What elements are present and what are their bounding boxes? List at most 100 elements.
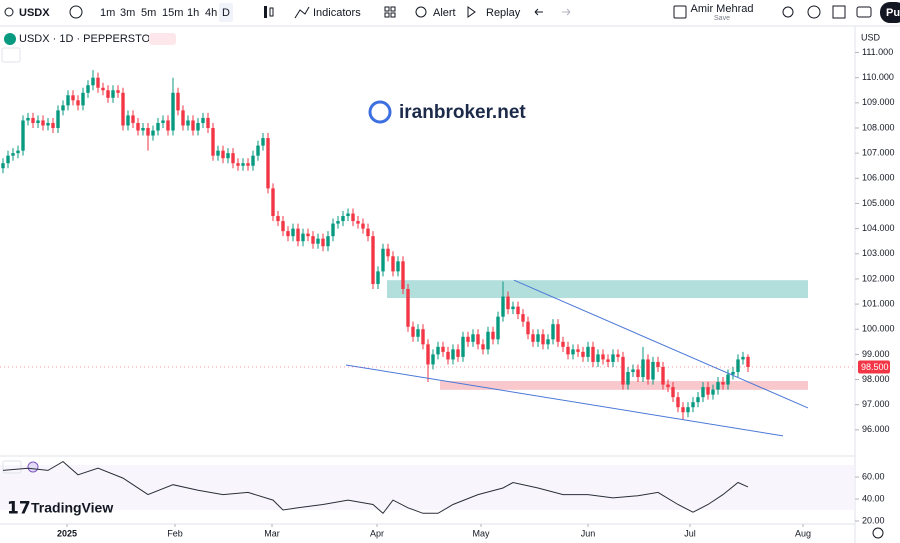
layout-name[interactable]: Amir Mehrad (691, 3, 754, 15)
candle-body (1, 163, 5, 169)
search-icon[interactable] (782, 6, 794, 18)
interval[interactable]: 4h (205, 7, 217, 19)
candle-body (406, 288, 410, 327)
candle-body (491, 331, 495, 340)
candle-body (356, 221, 360, 224)
candle-body (636, 369, 640, 378)
x-tick-label: Apr (370, 528, 384, 538)
chart-title: USDX · 1D · PEPPERSTONE (19, 33, 166, 45)
candle-body (446, 351, 450, 360)
candle-body (686, 407, 690, 413)
replay-icon (467, 6, 476, 18)
candle-body (36, 120, 40, 123)
x-tick-label: Mar (264, 528, 280, 538)
candle-body (51, 122, 55, 129)
collapse-legend[interactable] (1, 47, 21, 63)
y-tick-label: 107.000 (862, 148, 895, 158)
indicator-icon[interactable] (27, 461, 39, 473)
candle-body (741, 356, 745, 360)
candle-body (561, 341, 565, 347)
y-tick-label: 102.000 (862, 273, 895, 283)
candle-body (696, 397, 700, 403)
alert-button[interactable]: Alert (433, 7, 456, 19)
candle-body (681, 407, 685, 413)
candle-body (436, 346, 440, 355)
snapshot-icon[interactable] (856, 6, 872, 18)
chart-type-icon (269, 7, 274, 17)
candle-body (251, 155, 255, 166)
publish-button[interactable] (880, 2, 900, 23)
interval[interactable]: 15m (162, 7, 183, 19)
x-tick-label: Feb (167, 528, 183, 538)
layouts-icon (384, 12, 390, 18)
candle-body (141, 128, 145, 131)
layouts-icon (390, 12, 396, 18)
candle-body (541, 334, 545, 345)
toolbar: USDX 1m 3m 5m 15m 1h 4h D Indicators Ale… (0, 2, 900, 27)
candle-body (586, 346, 590, 357)
settings-icon[interactable] (807, 5, 821, 19)
indicators-button[interactable]: Indicators (313, 7, 361, 19)
symbol-logo (4, 33, 16, 45)
interval[interactable]: 3m (120, 7, 135, 19)
candle-body (326, 236, 330, 247)
watermark-logo (368, 100, 392, 124)
candle-body (381, 248, 385, 272)
candle-body (171, 92, 175, 131)
x-tick-label: May (472, 528, 490, 538)
interval[interactable]: D (222, 7, 230, 19)
publish-label[interactable]: Pu (886, 7, 900, 19)
candle-body (241, 163, 245, 166)
candle-body (291, 228, 295, 237)
candle-body (321, 238, 325, 247)
candle-body (161, 120, 165, 123)
symbol[interactable]: USDX (19, 7, 50, 19)
pane-collapse[interactable] (2, 460, 22, 474)
y-tick-label: 100.000 (862, 324, 895, 334)
candle-body (56, 110, 60, 129)
candle-body (626, 371, 630, 385)
redo[interactable] (562, 8, 571, 16)
add-symbol[interactable] (69, 5, 83, 19)
undo[interactable] (534, 8, 543, 16)
candle-body (391, 256, 395, 272)
y-axis-label: USD (861, 32, 881, 42)
candle-body (431, 354, 435, 365)
save-status[interactable]: Save (714, 15, 730, 22)
y-tick-label: 110.000 (862, 72, 894, 82)
interval[interactable]: 1h (187, 7, 199, 19)
candle-body (121, 92, 125, 126)
y-tick-label: 104.000 (862, 223, 895, 233)
candle-body (271, 188, 275, 217)
interval[interactable]: 1m (100, 7, 115, 19)
candle-body (621, 356, 625, 385)
candle-body (726, 374, 730, 385)
candle-body (6, 155, 10, 164)
candle-body (671, 387, 675, 398)
candle-body (26, 117, 30, 121)
candle-body (246, 163, 250, 166)
candle-body (136, 122, 140, 131)
candle-body (106, 90, 110, 98)
interval[interactable]: 5m (141, 7, 156, 19)
candle-body (181, 110, 185, 126)
axis-settings[interactable] (872, 527, 884, 539)
layouts-icon[interactable] (384, 6, 390, 12)
y-tick-label: 98.000 (862, 374, 890, 384)
candle-body (466, 336, 470, 342)
fullscreen-icon[interactable] (832, 5, 846, 19)
candle-body (211, 128, 215, 156)
replay-button[interactable]: Replay (486, 7, 521, 19)
chart-type-icon[interactable] (264, 6, 267, 18)
candle-body (646, 359, 650, 380)
candle-body (236, 163, 240, 166)
search-icon[interactable] (4, 7, 14, 17)
rsi-line (2, 460, 749, 515)
candle-body (176, 92, 180, 111)
candle-body (476, 334, 480, 345)
candle-body (731, 371, 735, 375)
candle-body (611, 354, 615, 362)
candle-body (601, 354, 605, 360)
candle-body (506, 296, 510, 310)
